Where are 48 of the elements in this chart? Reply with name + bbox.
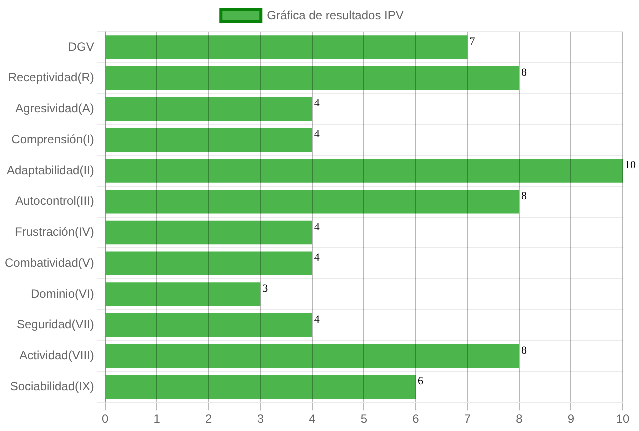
bar — [106, 220, 312, 245]
bar — [106, 66, 520, 90]
x-tick-label: 5 — [360, 412, 368, 426]
x-tick-label: 0 — [102, 412, 110, 426]
y-tick-label: Seguridad(VII) — [16, 318, 94, 332]
data-label: 4 — [314, 314, 320, 326]
data-label: 8 — [521, 344, 528, 357]
x-tick-label: 2 — [206, 412, 213, 426]
y-tick-label: Autocontrol(III) — [16, 194, 94, 208]
y-tick-label: Receptividad(R) — [8, 70, 94, 85]
x-tick-label: 9 — [568, 412, 575, 426]
bar — [106, 375, 416, 400]
y-tick-label: Adaptabilidad(II) — [6, 163, 94, 178]
bar — [106, 282, 261, 306]
data-label: 8 — [521, 66, 528, 79]
data-label: 8 — [521, 190, 528, 202]
bar — [106, 252, 312, 276]
bar — [106, 190, 520, 214]
y-tick-label: DGV — [68, 40, 94, 54]
x-tick-label: 8 — [516, 412, 524, 426]
data-label: 4 — [314, 221, 320, 234]
data-label: 10 — [625, 160, 636, 172]
bar — [106, 36, 468, 60]
data-label: 4 — [314, 98, 320, 110]
y-tick-label: Dominio(VI) — [31, 286, 94, 301]
y-tick-label: Combatividad(V) — [4, 256, 94, 270]
x-tick-label: 4 — [309, 412, 316, 426]
bar — [106, 128, 312, 152]
data-label: 4 — [314, 252, 320, 264]
y-tick-label: Agresividad(A) — [16, 102, 94, 116]
data-label: 4 — [314, 128, 320, 141]
y-tick-label: Frustración(IV) — [15, 225, 94, 240]
bar — [106, 159, 623, 183]
x-tick-label: 1 — [154, 412, 161, 426]
data-label: 3 — [262, 283, 269, 296]
x-tick-label: 10 — [616, 412, 630, 426]
bar — [106, 344, 520, 368]
y-tick-label: Actividad(VIII) — [20, 348, 94, 363]
bar — [106, 97, 312, 122]
y-tick-label: Sociabilidad(IX) — [10, 379, 94, 394]
data-label: 7 — [470, 36, 476, 48]
x-tick-label: 6 — [412, 412, 420, 426]
y-tick-label: Comprensión(I) — [12, 132, 94, 146]
bar — [106, 314, 312, 338]
data-label: 6 — [418, 376, 424, 388]
legend-label: Gráfica de resultados IPV — [267, 8, 404, 22]
x-tick-label: 3 — [257, 412, 264, 426]
x-tick-label: 7 — [464, 412, 472, 426]
